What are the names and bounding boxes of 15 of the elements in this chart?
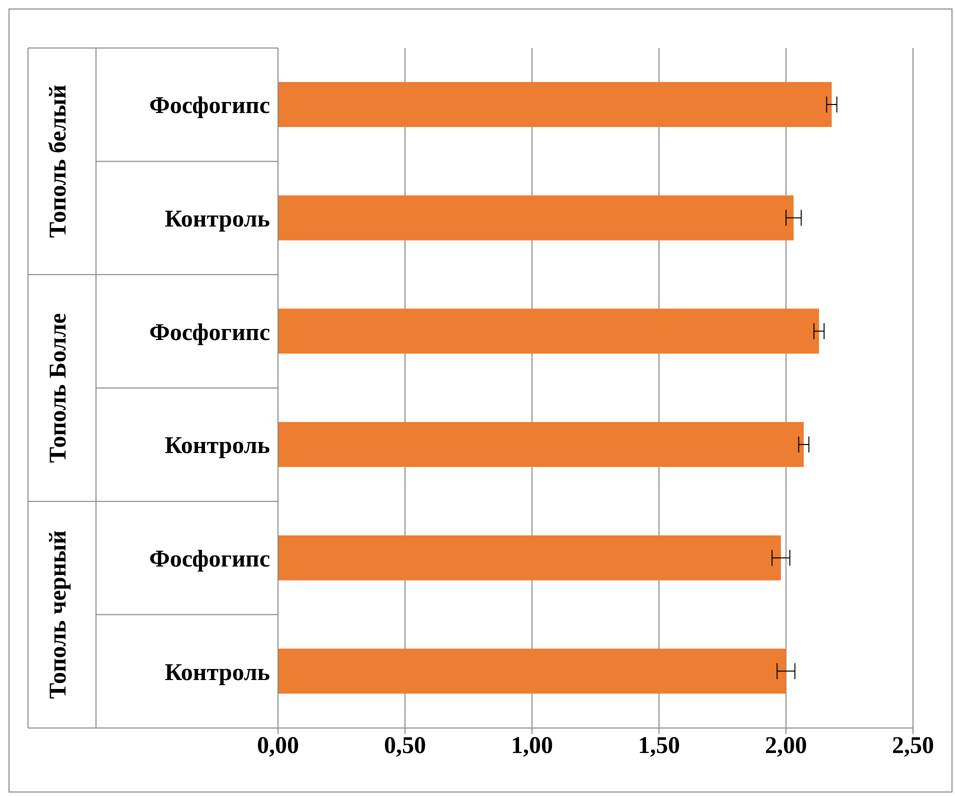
x-tick-label: 0,50 [384, 733, 426, 760]
x-tick-label: 1,50 [638, 733, 680, 760]
y-tick-label: Контроль [164, 206, 270, 233]
y-tick-label: Фосфогипс [149, 546, 270, 573]
x-tick-label: 2,00 [765, 733, 807, 760]
text: Тополь белый [46, 84, 72, 238]
x-tick-label: 2,50 [892, 733, 934, 760]
y-tick-label: Фосфогипс [149, 93, 270, 120]
text: Тополь Болле [46, 312, 72, 463]
text: Тополь черный [46, 530, 72, 699]
x-tick-label: 0,00 [257, 733, 299, 760]
y-tick-label: Контроль [164, 433, 270, 460]
y-tick-label: Контроль [164, 660, 270, 686]
x-tick-label: 1,00 [511, 733, 553, 760]
y-tick-label: Фосфогипс [149, 320, 270, 346]
